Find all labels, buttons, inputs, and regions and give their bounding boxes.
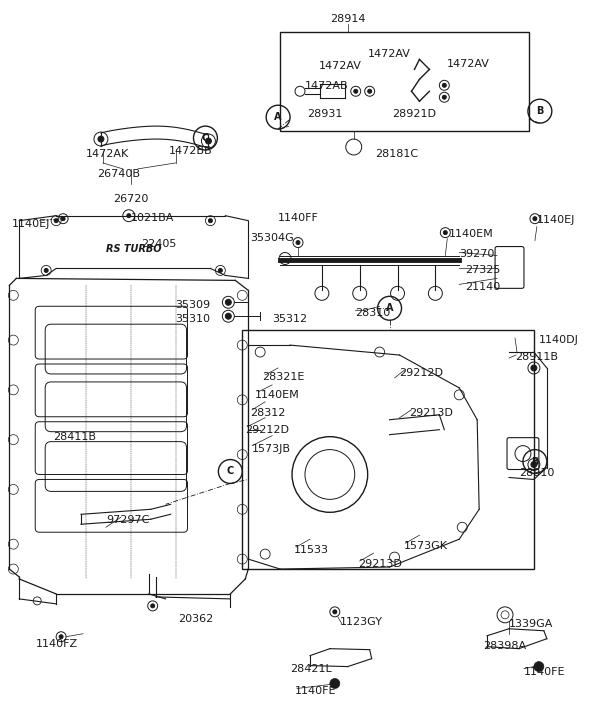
Circle shape [151,604,155,608]
Text: 20362: 20362 [178,614,213,624]
Text: 28910: 28910 [519,467,554,478]
Circle shape [368,89,372,93]
Circle shape [534,662,544,672]
Text: 1140DJ: 1140DJ [539,335,579,345]
Text: A: A [386,303,393,313]
Circle shape [443,95,446,99]
Text: 1573GK: 1573GK [404,541,447,551]
Text: 35304G: 35304G [250,233,294,243]
Text: 29213D: 29213D [410,408,453,418]
Circle shape [533,217,537,221]
Text: 26740B: 26740B [97,169,141,179]
Circle shape [531,365,537,371]
Text: 1472AK: 1472AK [86,149,129,159]
Text: 1573JB: 1573JB [252,443,291,454]
Text: C: C [202,133,209,143]
Text: 28914: 28914 [330,14,365,24]
Text: 97297C: 97297C [106,515,150,526]
Circle shape [443,230,447,235]
Text: B: B [531,457,539,467]
Text: 29213D: 29213D [358,559,402,569]
Circle shape [127,214,131,217]
Circle shape [209,219,212,222]
Text: B: B [536,106,544,116]
Bar [280,31,529,131]
Text: 28312: 28312 [250,408,286,418]
Text: 28411B: 28411B [53,432,96,442]
Text: 1123GY: 1123GY [340,616,383,627]
Text: 1472AV: 1472AV [447,60,490,69]
Circle shape [443,84,446,87]
Circle shape [225,313,231,319]
Text: 28321E: 28321E [262,372,304,382]
Text: 1472AV: 1472AV [368,49,411,60]
Text: 1140EJ: 1140EJ [537,214,575,225]
Text: 35309: 35309 [175,300,210,310]
Text: 1472BB: 1472BB [169,146,212,156]
Text: 28911B: 28911B [515,352,558,362]
Text: 29212D: 29212D [245,425,289,435]
Circle shape [98,136,104,142]
Text: 1140FZ: 1140FZ [36,639,78,648]
Text: 1472AB: 1472AB [305,81,349,92]
Text: 28421L: 28421L [290,664,332,674]
Text: 28921D: 28921D [392,109,437,119]
Text: 1140FE: 1140FE [295,686,337,696]
Text: 35310: 35310 [175,314,210,324]
Text: 22405: 22405 [141,238,176,249]
Text: 1140EJ: 1140EJ [11,219,50,229]
Text: 11533: 11533 [294,545,329,555]
Circle shape [296,241,300,244]
Circle shape [61,217,65,221]
Text: 1140EM: 1140EM [449,228,494,238]
Circle shape [225,300,231,305]
Text: 1140FE: 1140FE [524,667,566,677]
Text: 21140: 21140 [465,282,501,292]
Text: 28398A: 28398A [483,640,526,651]
Circle shape [59,635,63,639]
Text: A: A [274,112,282,122]
Circle shape [333,610,337,614]
Text: RS TURBO: RS TURBO [106,244,161,254]
Text: 28931: 28931 [307,109,343,119]
Circle shape [218,268,222,273]
Text: 28181C: 28181C [374,149,418,159]
Text: C: C [227,467,234,476]
Circle shape [206,138,212,144]
Circle shape [354,89,358,93]
Text: 27325: 27325 [465,265,501,276]
Text: 26720: 26720 [113,194,148,204]
Text: 28310: 28310 [355,308,390,318]
Circle shape [531,462,537,467]
Text: 1339GA: 1339GA [509,619,553,629]
Bar [242,330,534,569]
Text: 1472AV: 1472AV [318,61,361,71]
Text: 35312: 35312 [272,314,307,324]
Text: 1140FF: 1140FF [278,213,319,222]
Text: 1140EM: 1140EM [255,390,300,400]
Text: 1021BA: 1021BA [131,213,174,222]
Text: 29212D: 29212D [399,368,444,378]
Circle shape [330,678,340,688]
Circle shape [44,268,48,273]
Circle shape [54,219,58,222]
Text: 39270: 39270 [459,249,495,259]
